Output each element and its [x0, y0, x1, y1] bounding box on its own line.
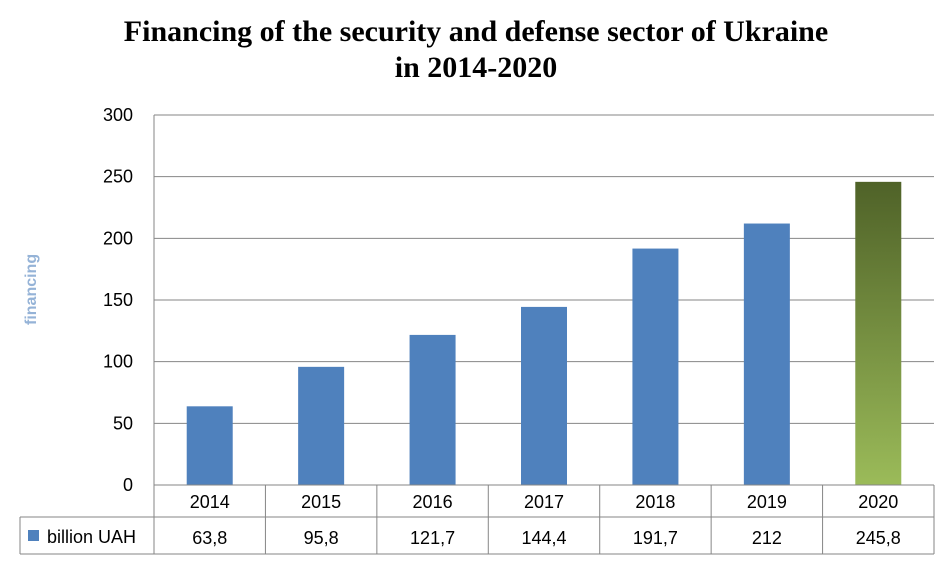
legend-swatch: [28, 530, 39, 541]
data-label: 191,7: [633, 528, 678, 548]
y-tick-label: 100: [103, 352, 133, 372]
x-tick-label: 2017: [524, 492, 564, 512]
legend-label: billion UAH: [47, 527, 136, 547]
bar-2014: [186, 406, 233, 485]
bar-2015: [298, 366, 345, 485]
x-tick-label: 2018: [635, 492, 675, 512]
chart-title-line-1: Financing of the security and defense se…: [123, 15, 829, 48]
bar-2020: [855, 181, 902, 485]
chart-title-line-2: in 2014-2020: [394, 51, 558, 84]
bar-2016: [409, 334, 456, 485]
bars: [186, 181, 902, 486]
data-label: 121,7: [410, 528, 455, 548]
data-label: 144,4: [521, 528, 566, 548]
x-tick-label: 2015: [301, 492, 341, 512]
x-tick-label: 2020: [858, 492, 898, 512]
y-tick-label: 250: [103, 167, 133, 187]
grid-lines: [153, 114, 934, 485]
x-tick-label: 2019: [747, 492, 787, 512]
data-table: 2014 63,8 2015 95,8 2016 121,7 2017 144,4 2018 19…: [19, 484, 935, 555]
bar-2017: [521, 306, 567, 485]
data-label: 63,8: [192, 528, 227, 548]
y-tick-label: 50: [113, 413, 133, 433]
chart-title: Financing of the security and defense se…: [0, 14, 952, 86]
y-tick-label: 150: [103, 290, 133, 310]
y-tick-label: 300: [103, 105, 133, 125]
bar-2019: [743, 223, 790, 486]
bar-2018: [632, 248, 679, 485]
data-label: 212: [752, 528, 782, 548]
y-tick-label: 0: [123, 475, 133, 495]
x-tick-label: 2016: [413, 492, 453, 512]
y-tick-label: 200: [103, 228, 133, 248]
data-label: 245,8: [856, 528, 901, 548]
data-label: 95,8: [304, 528, 339, 548]
x-tick-label: 2014: [190, 492, 230, 512]
y-axis-ticks: 0 50 100 150 200 250 300: [103, 105, 133, 495]
